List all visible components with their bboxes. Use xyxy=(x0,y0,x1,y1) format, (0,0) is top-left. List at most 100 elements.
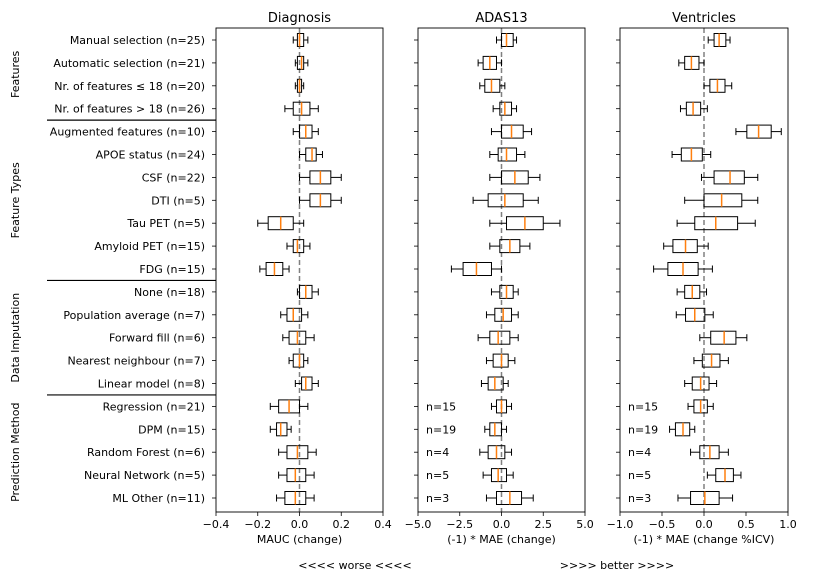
x-tick-label: −0.2 xyxy=(244,518,271,531)
box-10 xyxy=(653,262,713,276)
n-annotation: n=19 xyxy=(628,423,658,436)
box-6 xyxy=(700,170,759,185)
box-iqr xyxy=(286,307,303,322)
n-annotation: n=3 xyxy=(426,492,449,505)
box-6 xyxy=(299,170,342,185)
group-label: Features xyxy=(9,50,22,98)
box-18 xyxy=(278,445,317,460)
n-annotation: n=5 xyxy=(426,469,449,482)
box-13 xyxy=(699,330,748,345)
row-label: Neural Network (n=5) xyxy=(84,469,205,482)
group-label: Prediction Method xyxy=(9,402,22,501)
row-label: Automatic selection (n=21) xyxy=(53,57,205,70)
box-20 xyxy=(485,491,534,505)
x-axis-label: (-1) * MAE (change) xyxy=(447,533,556,546)
n-annotation: n=4 xyxy=(426,446,449,459)
x-tick-label: −0.5 xyxy=(649,518,676,531)
box-iqr xyxy=(703,193,743,208)
box-9 xyxy=(286,239,311,254)
box-15 xyxy=(294,376,319,391)
x-tick-label: 0.5 xyxy=(737,518,755,531)
box-4 xyxy=(735,124,782,139)
box-4 xyxy=(490,124,533,139)
box-1 xyxy=(477,55,502,70)
box-12 xyxy=(675,307,714,322)
box-14 xyxy=(693,353,729,368)
x-tick-label: −1.0 xyxy=(607,518,634,531)
box-19 xyxy=(482,468,514,483)
box-15 xyxy=(480,376,509,391)
box-iqr xyxy=(292,353,305,368)
n-annotation: n=15 xyxy=(628,400,658,413)
box-iqr xyxy=(489,422,502,437)
row-label: Nr. of features > 18 (n=26) xyxy=(54,103,205,116)
row-label: Manual selection (n=25) xyxy=(70,34,205,47)
row-label: DPM (n=15) xyxy=(138,423,205,436)
row-label: Population average (n=7) xyxy=(63,309,205,322)
box-iqr xyxy=(497,147,518,162)
n-annotation: n=15 xyxy=(426,400,456,413)
box-iqr xyxy=(296,55,305,70)
box-iqr xyxy=(487,193,524,208)
row-label: CSF (n=22) xyxy=(142,171,205,184)
x-tick-label: 0.0 xyxy=(291,518,309,531)
x-tick-label: 0.4 xyxy=(374,518,392,531)
box-8 xyxy=(676,216,756,231)
box-17 xyxy=(484,422,508,437)
x-tick-label: 0.0 xyxy=(493,518,511,531)
row-label: APOE status (n=24) xyxy=(96,149,205,162)
box-0 xyxy=(707,33,731,47)
box-7 xyxy=(472,193,539,208)
box-iqr xyxy=(286,468,307,483)
box-1 xyxy=(294,55,309,70)
box-iqr xyxy=(462,262,492,276)
box-iqr xyxy=(296,33,305,47)
row-label: Linear model (n=8) xyxy=(98,378,205,391)
box-8 xyxy=(257,216,305,231)
box-0 xyxy=(292,33,309,47)
box-iqr xyxy=(301,376,313,391)
row-label: Amyloid PET (n=15) xyxy=(94,240,205,253)
box-5 xyxy=(299,147,323,162)
box-iqr xyxy=(501,124,524,139)
box-iqr xyxy=(499,101,513,116)
row-label: DTI (n=5) xyxy=(151,194,205,207)
x-tick-label: 0.0 xyxy=(695,518,713,531)
row-label: Forward fill (n=6) xyxy=(109,332,205,345)
n-annotation: n=4 xyxy=(628,446,651,459)
box-16 xyxy=(687,399,714,414)
box-iqr xyxy=(713,170,745,185)
box-16 xyxy=(490,399,513,414)
box-20 xyxy=(677,491,734,505)
box-11 xyxy=(490,284,519,299)
box-6 xyxy=(489,170,541,185)
box-iqr xyxy=(490,468,508,483)
box-2 xyxy=(703,78,733,93)
box-iqr xyxy=(713,33,727,47)
box-11 xyxy=(296,284,319,299)
row-label: Regression (n=21) xyxy=(103,400,205,413)
n-annotation: n=5 xyxy=(628,469,651,482)
x-tick-label: −2.5 xyxy=(446,518,473,531)
box-5 xyxy=(489,147,526,162)
box-5 xyxy=(671,147,712,162)
x-axis-label: (-1) * MAE (change %ICV) xyxy=(634,533,775,546)
group-label: Feature Types xyxy=(9,162,22,238)
box-iqr xyxy=(484,78,501,93)
x-tick-label: 5.0 xyxy=(576,518,594,531)
box-iqr xyxy=(492,353,509,368)
panel-title: ADAS13 xyxy=(475,11,527,26)
box-11 xyxy=(676,284,708,299)
box-14 xyxy=(485,353,516,368)
box-iqr xyxy=(276,422,288,437)
box-0 xyxy=(495,33,518,47)
box-3 xyxy=(284,101,319,116)
box-iqr xyxy=(292,239,305,254)
box-14 xyxy=(288,353,309,368)
panel-title: Ventricles xyxy=(672,11,736,26)
box-8 xyxy=(489,216,561,231)
box-iqr xyxy=(489,330,511,345)
row-labels: Manual selection (n=25) Automatic selecti… xyxy=(50,34,205,505)
box-iqr xyxy=(710,330,737,345)
box-iqr xyxy=(501,33,514,47)
